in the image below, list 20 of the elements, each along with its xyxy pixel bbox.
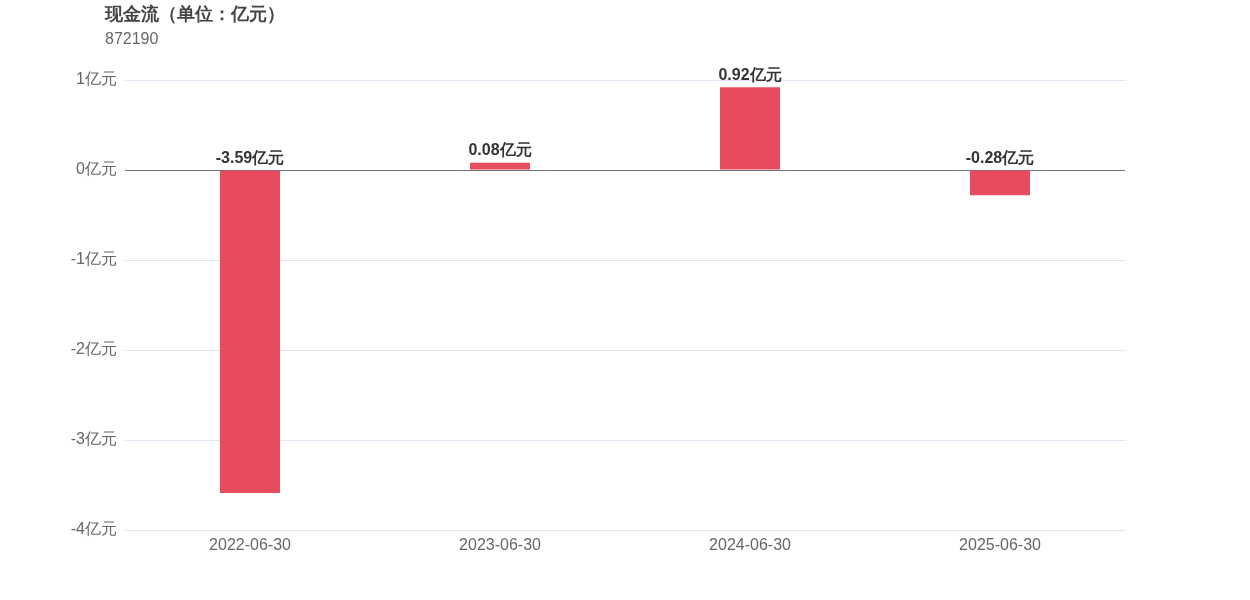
y-tick-label: -4亿元 [70,520,117,538]
bar [220,170,280,494]
chart-subtitle: 872190 [105,30,159,48]
y-tick-label: 1亿元 [76,70,117,88]
bar [720,87,780,170]
y-tick-label: -1亿元 [70,250,117,268]
x-tick-label: 2022-06-30 [209,536,292,554]
y-tick-label: -2亿元 [70,340,117,358]
y-tick-label: 0亿元 [76,160,117,178]
bar [970,170,1030,196]
x-tick-label: 2025-06-30 [959,536,1042,554]
data-label: 0.92亿元 [718,65,782,83]
data-label: 0.08亿元 [468,141,532,159]
bar [470,162,530,170]
y-tick-label: -3亿元 [70,430,117,448]
x-tick-label: 2024-06-30 [709,536,792,554]
data-label: -3.59亿元 [215,148,285,166]
chart-title: 现金流（单位：亿元） [105,3,285,26]
x-tick-label: 2023-06-30 [459,536,542,554]
data-label: -0.28亿元 [965,148,1035,166]
